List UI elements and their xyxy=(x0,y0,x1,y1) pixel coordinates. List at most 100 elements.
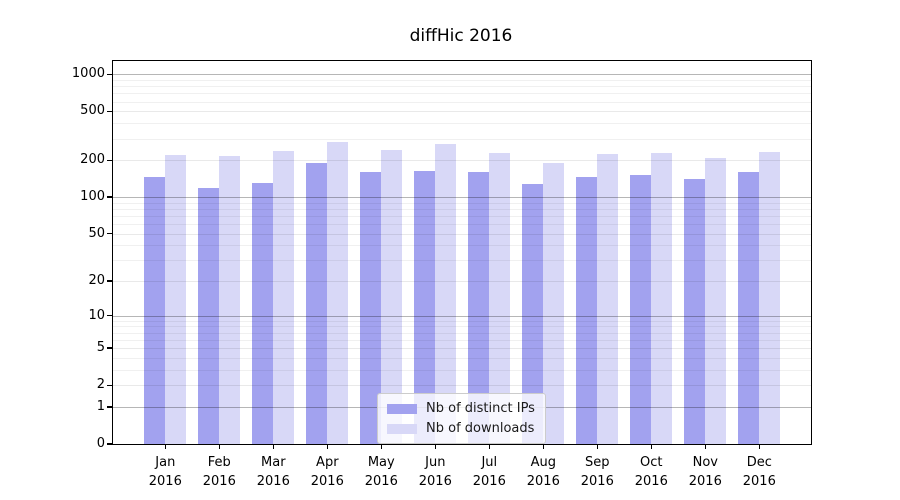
gridline-minor-70 xyxy=(113,215,811,217)
bar-oct-downloads xyxy=(651,152,673,444)
bar-jul-distinct-ips xyxy=(468,171,490,444)
gridline-minor-7 xyxy=(113,332,811,334)
bar-apr-distinct-ips xyxy=(306,163,328,444)
x-tick-label-mar: Mar 2016 xyxy=(256,455,290,489)
bar-apr-downloads xyxy=(327,141,349,444)
gridline-minor-40 xyxy=(113,245,811,247)
x-tick-mark-oct xyxy=(650,444,652,449)
gridline-minor-60 xyxy=(113,224,811,226)
gridline-10 xyxy=(113,315,811,317)
y-tick-label-500: 500 xyxy=(80,103,105,119)
x-tick-label-nov: Nov 2016 xyxy=(688,455,722,489)
x-tick-label-jan: Jan 2016 xyxy=(148,455,182,489)
bar-sep-downloads xyxy=(597,154,619,444)
x-tick-mark-mar xyxy=(272,444,274,449)
legend-label-distinct-ips: Nb of distinct IPs xyxy=(426,401,535,416)
gridline-500 xyxy=(113,111,811,113)
y-tick-label-5: 5 xyxy=(96,340,105,356)
legend-swatch-distinct-ips xyxy=(387,403,417,414)
y-tick-mark-1 xyxy=(107,406,112,408)
y-tick-mark-5 xyxy=(107,347,112,349)
bar-sep-distinct-ips xyxy=(576,177,598,444)
y-tick-label-50: 50 xyxy=(88,225,105,241)
bar-may-distinct-ips xyxy=(360,171,382,444)
gridline-1000 xyxy=(113,74,811,76)
x-tick-mark-jun xyxy=(434,444,436,449)
gridline-100 xyxy=(113,197,811,199)
x-tick-label-sep: Sep 2016 xyxy=(580,455,614,489)
legend: Nb of distinct IPs Nb of downloads xyxy=(377,393,546,444)
gridline-minor-30 xyxy=(113,260,811,262)
gridline-minor-900 xyxy=(113,80,811,82)
bar-aug-downloads xyxy=(543,162,565,444)
gridline-minor-700 xyxy=(113,93,811,95)
gridline-minor-600 xyxy=(113,101,811,103)
gridline-minor-8 xyxy=(113,326,811,328)
y-tick-mark-500 xyxy=(107,110,112,113)
y-tick-mark-1000 xyxy=(107,73,112,76)
bar-oct-distinct-ips xyxy=(630,174,652,444)
x-tick-label-aug: Aug 2016 xyxy=(526,455,560,489)
x-tick-label-may: May 2016 xyxy=(364,455,398,489)
chart-title: diffHic 2016 xyxy=(409,26,513,46)
gridline-minor-80 xyxy=(113,208,811,210)
legend-item-downloads: Nb of downloads xyxy=(387,421,535,436)
gridline-minor-800 xyxy=(113,86,811,88)
y-tick-mark-10 xyxy=(107,315,112,317)
y-tick-label-20: 20 xyxy=(88,273,105,289)
gridline-20 xyxy=(113,281,811,283)
bar-mar-distinct-ips xyxy=(252,182,274,444)
x-tick-mark-may xyxy=(380,444,382,449)
bar-nov-downloads xyxy=(705,157,727,444)
x-tick-mark-jan xyxy=(164,444,166,449)
x-tick-mark-apr xyxy=(326,444,328,449)
gridline-200 xyxy=(113,160,811,162)
bar-jan-downloads xyxy=(165,154,187,444)
x-tick-mark-dec xyxy=(758,444,760,449)
gridline-minor-3 xyxy=(113,369,811,371)
y-tick-label-100: 100 xyxy=(80,189,105,205)
legend-label-downloads: Nb of downloads xyxy=(426,421,535,436)
x-tick-label-apr: Apr 2016 xyxy=(310,455,344,489)
x-tick-mark-jul xyxy=(488,444,490,449)
y-tick-mark-0 xyxy=(107,443,112,445)
gridline-minor-300 xyxy=(113,138,811,140)
bar-dec-downloads xyxy=(759,151,781,444)
legend-item-distinct-ips: Nb of distinct IPs xyxy=(387,401,535,416)
gridline-minor-90 xyxy=(113,202,811,204)
gridline-minor-400 xyxy=(113,123,811,125)
y-tick-label-0: 0 xyxy=(96,436,105,451)
x-tick-label-jul: Jul 2016 xyxy=(472,455,506,489)
bar-nov-distinct-ips xyxy=(684,178,706,444)
x-tick-mark-feb xyxy=(218,444,220,449)
gridline-50 xyxy=(113,233,811,235)
x-tick-label-jun: Jun 2016 xyxy=(418,455,452,489)
y-tick-label-2: 2 xyxy=(96,377,105,393)
gridline-5 xyxy=(113,348,811,350)
y-tick-mark-2 xyxy=(107,384,112,386)
x-tick-label-oct: Oct 2016 xyxy=(634,455,668,489)
y-tick-mark-200 xyxy=(107,159,112,161)
bar-jan-distinct-ips xyxy=(144,177,166,444)
gridline-minor-4 xyxy=(113,357,811,359)
legend-swatch-downloads xyxy=(387,423,417,434)
x-tick-mark-sep xyxy=(596,444,598,449)
gridline-2 xyxy=(113,385,811,387)
y-tick-label-1000: 1000 xyxy=(71,66,105,82)
bar-dec-distinct-ips xyxy=(738,171,760,444)
x-tick-label-dec: Dec 2016 xyxy=(742,455,776,489)
bar-mar-downloads xyxy=(273,151,295,444)
bar-feb-downloads xyxy=(219,155,241,444)
x-tick-mark-nov xyxy=(704,444,706,449)
x-tick-label-feb: Feb 2016 xyxy=(202,455,236,489)
y-tick-label-200: 200 xyxy=(80,152,105,168)
x-tick-mark-aug xyxy=(542,444,544,449)
bar-jul-downloads xyxy=(489,152,511,444)
y-tick-mark-100 xyxy=(107,196,112,198)
gridline-minor-6 xyxy=(113,339,811,341)
bar-jun-downloads xyxy=(435,143,457,444)
bar-jun-distinct-ips xyxy=(414,171,436,444)
bar-aug-distinct-ips xyxy=(522,184,544,444)
y-tick-label-10: 10 xyxy=(88,307,105,323)
